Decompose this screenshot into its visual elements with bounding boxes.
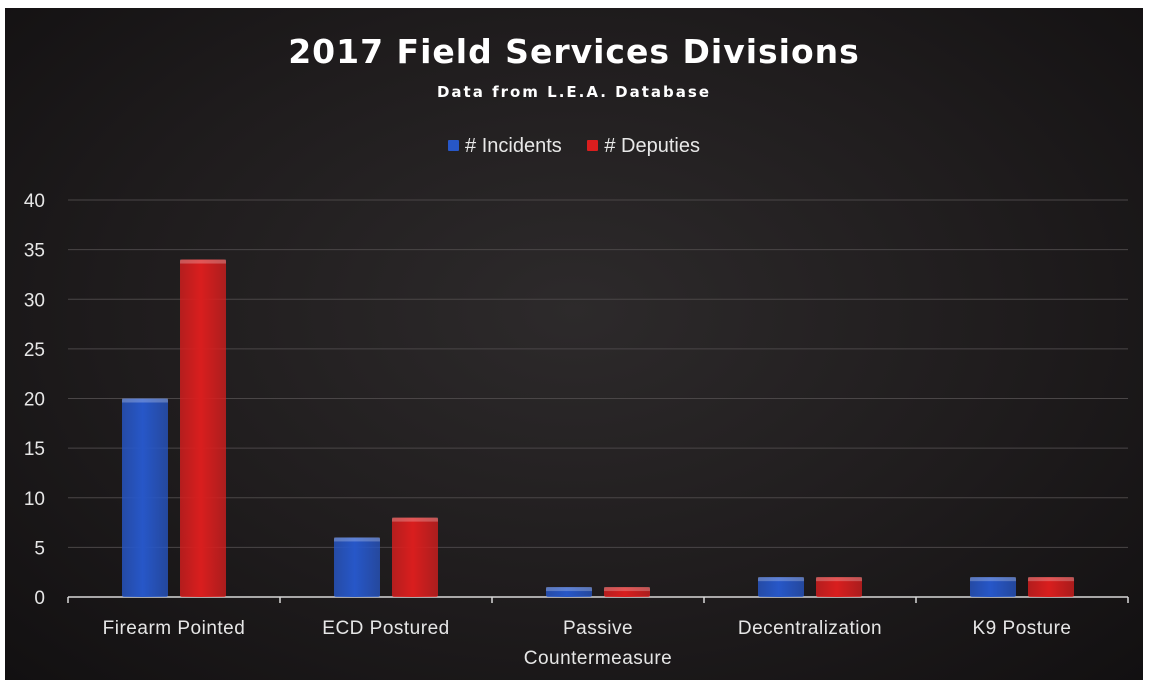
legend-item-incidents: # Incidents: [448, 135, 562, 158]
y-tick-label: 20: [24, 390, 45, 411]
legend-swatch-deputies: [587, 140, 599, 151]
plot-area: 0 5 10 15 20 25 30 35 40 Firearm Pointed ECD Postu…: [24, 191, 1129, 669]
y-tick-label: 15: [24, 439, 45, 460]
x-category-label: Countermeasure: [524, 648, 673, 669]
bar-deputies: [1028, 577, 1074, 597]
chart-frame: 2017 Field Services Divisions Data from …: [5, 8, 1143, 680]
legend: # Incidents # Deputies: [5, 135, 1143, 158]
x-category-label: Firearm Pointed: [103, 618, 246, 639]
x-category-label: Passive: [563, 618, 633, 639]
bar-highlight: [546, 587, 592, 592]
bar-highlight: [970, 577, 1016, 582]
bar-incidents: [970, 577, 1016, 597]
bar-deputies: [392, 517, 438, 597]
y-tick-label: 30: [24, 290, 45, 311]
y-tick-label: 10: [24, 489, 45, 510]
legend-swatch-incidents: [448, 140, 460, 151]
bar-incidents: [122, 398, 168, 597]
bar-highlight: [180, 259, 226, 264]
bar-highlight: [122, 398, 168, 403]
legend-label-incidents: # Incidents: [465, 135, 562, 157]
y-tick-label: 40: [24, 191, 45, 212]
bar-highlight: [334, 537, 380, 542]
bar-highlight: [392, 517, 438, 522]
y-tick-label: 35: [24, 241, 45, 262]
bar-incidents: [334, 537, 380, 597]
bar-deputies: [604, 587, 650, 597]
y-tick-label: 25: [24, 340, 45, 361]
x-category-label: ECD Postured: [322, 618, 449, 639]
bar-incidents: [758, 577, 804, 597]
legend-label-deputies: # Deputies: [604, 135, 700, 157]
y-tick-label: 0: [34, 588, 45, 609]
y-tick-label: 5: [34, 538, 45, 559]
x-category-label: Decentralization: [738, 618, 882, 639]
bar-incidents: [546, 587, 592, 597]
bar-deputies: [816, 577, 862, 597]
bar-highlight: [1028, 577, 1074, 582]
legend-item-deputies: # Deputies: [587, 135, 700, 158]
x-category-label: K9 Posture: [973, 618, 1072, 639]
chart-title: 2017 Field Services Divisions: [288, 32, 860, 71]
bar-deputies: [180, 259, 226, 597]
bar-highlight: [816, 577, 862, 582]
chart-subtitle: Data from L.E.A. Database: [436, 83, 711, 101]
bar-highlight: [758, 577, 804, 582]
bar-highlight: [604, 587, 650, 592]
